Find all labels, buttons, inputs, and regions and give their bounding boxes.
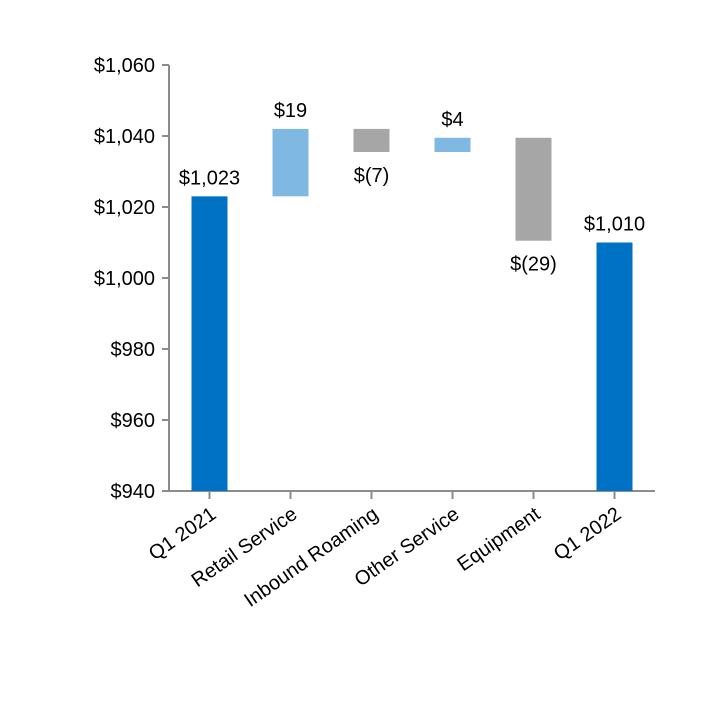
- bar-total: [596, 242, 633, 491]
- bar-decrease: [353, 128, 390, 152]
- y-tick-label: $940: [111, 481, 156, 503]
- y-tick-label: $1,020: [94, 197, 155, 219]
- y-axis: $940 $960 $980 $1,000 $1,020 $1,040 $1,060: [94, 55, 170, 503]
- bar-total: [191, 196, 228, 491]
- bar-decrease: [515, 137, 552, 241]
- bar-increase: [434, 137, 471, 152]
- data-label: $19: [274, 100, 307, 122]
- data-label: $(7): [354, 165, 390, 187]
- y-tick-label: $960: [111, 410, 156, 432]
- data-labels: $1,023 $19 $(7) $4 $(29) $1,010: [179, 100, 645, 276]
- x-category-label: Inbound Roaming: [240, 503, 382, 612]
- y-tick-label: $1,000: [94, 268, 155, 290]
- bars: [191, 128, 633, 491]
- x-category-label: Q1 2022: [550, 503, 625, 565]
- x-category-label: Equipment: [453, 503, 544, 576]
- x-category-label: Q1 2021: [145, 503, 220, 565]
- data-label: $4: [441, 109, 463, 131]
- y-tick-label: $1,060: [94, 55, 155, 77]
- data-label: $(29): [510, 254, 557, 276]
- bar-increase: [272, 128, 309, 197]
- y-tick-label: $980: [111, 339, 156, 361]
- data-label: $1,023: [179, 167, 240, 189]
- data-label: $1,010: [584, 214, 645, 236]
- y-tick-label: $1,040: [94, 126, 155, 148]
